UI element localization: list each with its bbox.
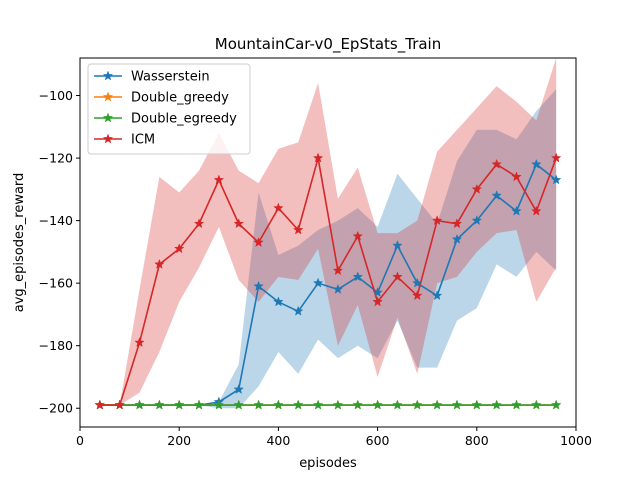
- legend-marker-double-egreedy: [102, 112, 114, 123]
- point-double-egreedy: [273, 399, 284, 410]
- point-icm: [292, 224, 304, 235]
- x-tick-label: 400: [266, 433, 290, 448]
- band-wasserstein: [99, 89, 557, 409]
- point-double-egreedy: [193, 399, 205, 410]
- series-markers: [94, 152, 562, 410]
- point-double-egreedy: [471, 399, 483, 410]
- point-icm: [213, 174, 225, 185]
- plot-frame: [79, 57, 577, 428]
- x-tick-label: 1000: [560, 433, 592, 448]
- point-wasserstein: [392, 240, 403, 251]
- point-icm: [412, 290, 423, 301]
- point-wasserstein: [372, 287, 383, 297]
- point-wasserstein: [312, 277, 324, 288]
- y-axis: −200 −180 −160 −140 −120 −100: [39, 88, 80, 416]
- point-icm: [511, 171, 522, 182]
- point-double-egreedy: [154, 399, 165, 410]
- legend-marker-wasserstein: [102, 70, 114, 81]
- point-icm: [193, 218, 205, 229]
- x-axis-label: episodes: [299, 456, 357, 471]
- point-double-egreedy: [412, 399, 423, 410]
- point-double-egreedy: [531, 399, 542, 410]
- point-wasserstein: [431, 290, 443, 301]
- point-wasserstein: [531, 158, 542, 169]
- point-double-egreedy: [550, 399, 562, 410]
- point-wasserstein: [253, 280, 264, 291]
- point-wasserstein: [451, 233, 463, 244]
- point-icm: [312, 152, 324, 163]
- legend: Wasserstein Double_greedy Double_egreedy IC…: [87, 63, 251, 155]
- point-double-egreedy: [312, 399, 324, 410]
- legend-label-double-greedy: Double_greedy: [131, 91, 229, 106]
- point-icm: [531, 205, 542, 216]
- y-axis-label: avg_episodes_reward: [12, 173, 27, 313]
- point-wasserstein: [491, 190, 502, 201]
- point-wasserstein: [352, 271, 364, 282]
- point-icm: [392, 271, 403, 282]
- point-double-egreedy: [233, 399, 244, 410]
- point-icm: [233, 218, 244, 229]
- point-icm: [273, 202, 284, 213]
- point-double-egreedy: [491, 399, 502, 410]
- point-double-egreedy: [451, 399, 463, 410]
- point-double-egreedy: [173, 399, 185, 410]
- point-wasserstein: [412, 277, 423, 288]
- legend-marker-icm: [102, 133, 114, 144]
- y-tick-label: −140: [39, 213, 73, 228]
- y-tick-label: −120: [39, 151, 73, 166]
- y-tick-label: −160: [39, 276, 73, 291]
- point-icm: [253, 236, 264, 247]
- chart-title: MountainCar-v0_EpStats_Train: [215, 35, 441, 54]
- y-tick-label: −180: [39, 338, 73, 353]
- legend-marker-double-greedy: [102, 91, 114, 102]
- point-icm: [491, 158, 502, 169]
- y-tick-label: −200: [39, 401, 73, 416]
- point-wasserstein: [233, 383, 244, 394]
- point-double-egreedy: [352, 399, 364, 410]
- point-double-egreedy: [372, 399, 383, 410]
- x-tick-label: 800: [465, 433, 489, 448]
- point-double-egreedy: [292, 399, 304, 410]
- point-double-egreedy: [253, 399, 264, 410]
- x-axis: 0 200 400 600 800 1000: [76, 427, 592, 448]
- line-icm: [99, 157, 557, 406]
- point-icm: [332, 265, 344, 276]
- point-icm: [134, 337, 145, 348]
- point-icm: [173, 243, 185, 254]
- x-tick-label: 0: [76, 433, 84, 448]
- point-double-egreedy: [392, 399, 403, 410]
- point-icm: [451, 218, 463, 229]
- point-double-egreedy: [431, 399, 443, 410]
- point-wasserstein: [332, 283, 344, 294]
- point-icm: [114, 399, 125, 410]
- point-icm: [94, 399, 106, 410]
- point-icm: [550, 152, 562, 163]
- point-wasserstein: [471, 215, 483, 226]
- point-double-egreedy: [511, 399, 522, 410]
- legend-label-icm: ICM: [131, 133, 155, 148]
- point-wasserstein: [511, 205, 522, 216]
- point-wasserstein: [292, 305, 304, 316]
- point-wasserstein: [550, 174, 562, 185]
- legend-box: [87, 63, 251, 155]
- series-lines: [99, 157, 557, 406]
- point-wasserstein: [273, 296, 284, 307]
- point-double-egreedy: [332, 399, 344, 410]
- point-icm: [471, 183, 483, 194]
- x-tick-label: 200: [167, 433, 191, 448]
- point-double-egreedy: [213, 399, 225, 410]
- point-icm: [372, 296, 383, 307]
- point-icm: [352, 230, 364, 241]
- point-double-egreedy: [134, 399, 145, 410]
- point-icm: [431, 215, 443, 226]
- y-tick-label: −100: [39, 88, 73, 103]
- x-tick-label: 600: [366, 433, 390, 448]
- legend-label-double-egreedy: Double_egreedy: [131, 112, 237, 127]
- legend-label-wasserstein: Wasserstein: [131, 70, 210, 85]
- point-icm: [154, 258, 165, 269]
